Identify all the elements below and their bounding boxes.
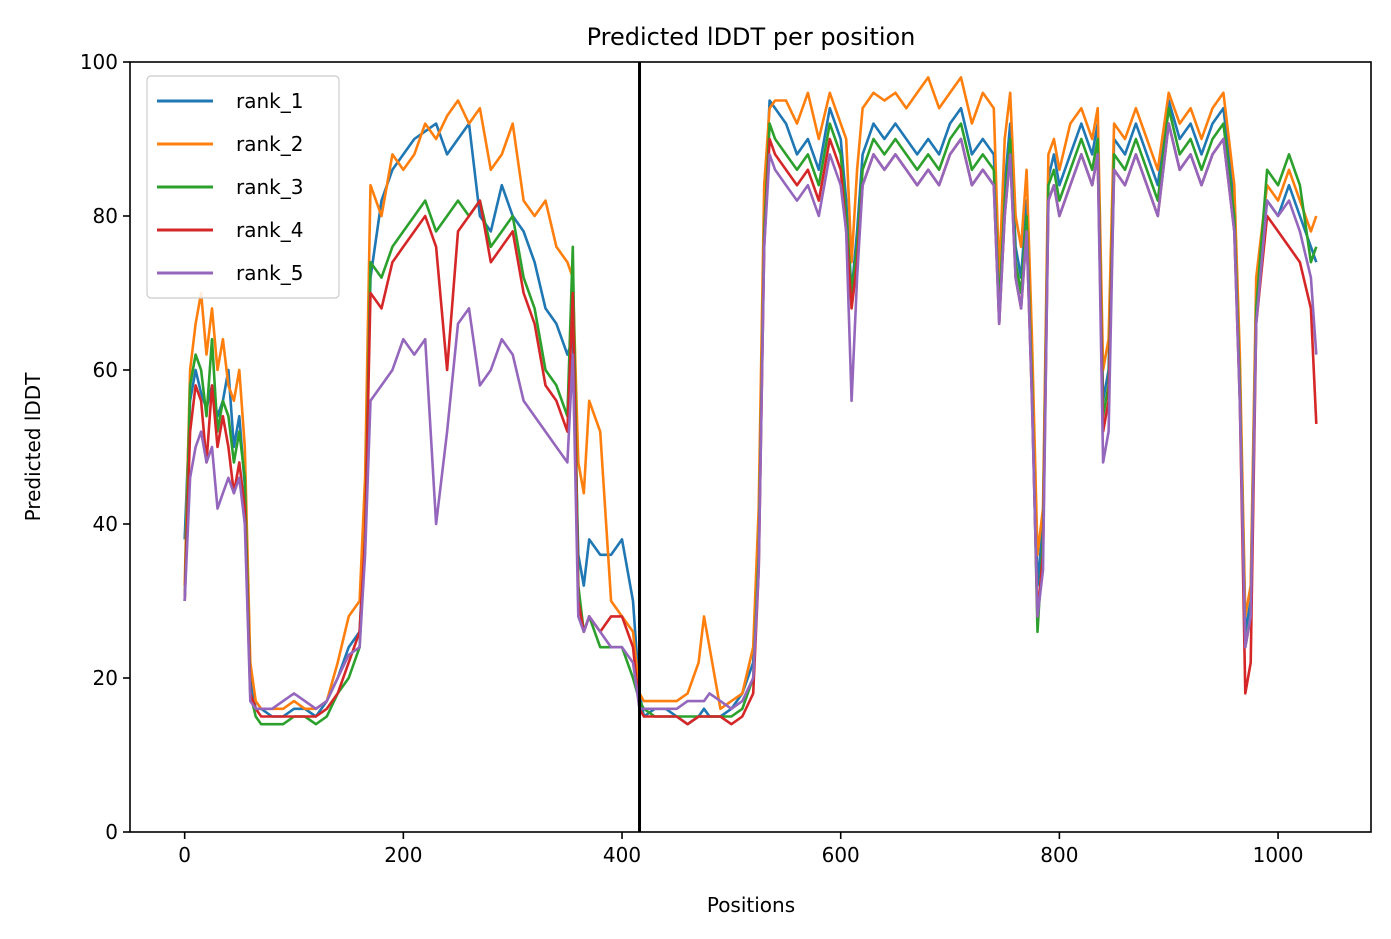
x-tick-label: 0 [178,843,191,867]
series-line-rank-4 [183,122,1318,726]
y-axis-ticks: 0 20 40 60 80 100 [80,50,130,844]
y-axis-label: Predicted lDDT [21,372,45,522]
y-tick-label: 0 [105,820,118,844]
legend-label-rank-1: rank_1 [236,89,303,113]
x-tick-label: 600 [822,843,860,867]
legend-label-rank-2: rank_2 [236,132,303,156]
legend-label-rank-4: rank_4 [236,218,303,242]
legend-label-rank-3: rank_3 [236,175,303,199]
y-tick-label: 20 [93,666,118,690]
x-axis-label: Positions [707,893,795,917]
x-tick-label: 800 [1040,843,1078,867]
legend: rank_1 rank_2 rank_3 rank_4 rank_5 [146,75,340,299]
x-axis-ticks: 0 200 400 600 800 1000 [178,832,1304,867]
plot-frame [129,61,1372,833]
chart-title: Predicted lDDT per position [587,23,916,51]
legend-box [146,75,340,299]
x-tick-label: 400 [603,843,641,867]
y-tick-label: 60 [93,358,118,382]
x-tick-label: 1000 [1253,843,1304,867]
y-tick-label: 80 [93,204,118,228]
legend-label-rank-5: rank_5 [236,261,303,285]
y-tick-label: 40 [93,512,118,536]
series-line-rank-3 [183,106,1318,726]
series-line-rank-1 [183,99,1318,726]
x-tick-label: 200 [384,843,422,867]
plot-area [183,62,1318,832]
y-tick-label: 100 [80,50,118,74]
series-line-rank-5 [183,122,1318,711]
